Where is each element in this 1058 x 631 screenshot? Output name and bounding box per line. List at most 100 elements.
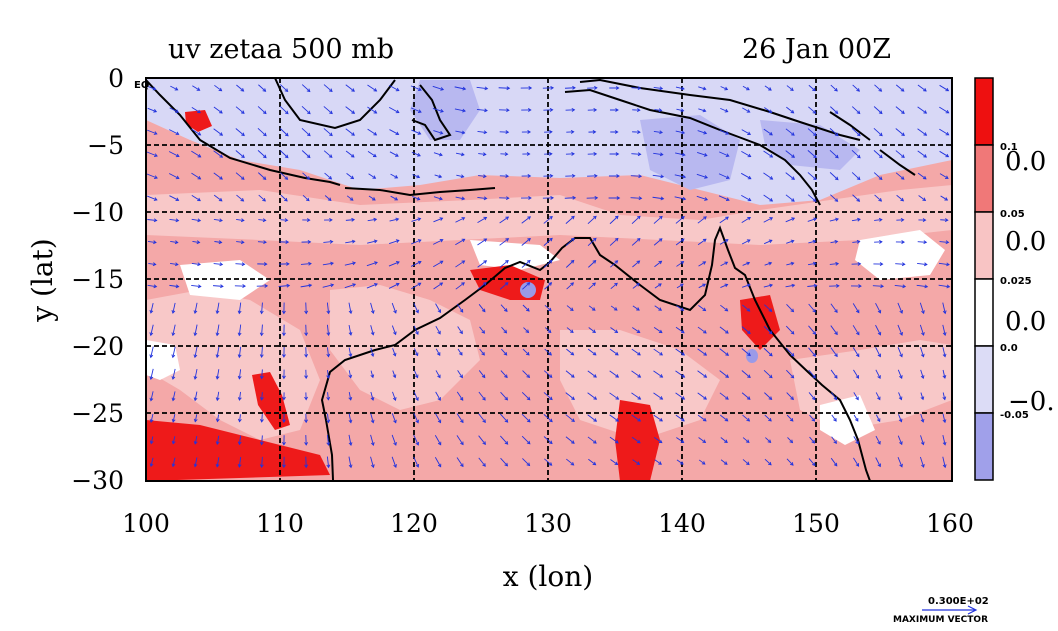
wind-vector-head	[725, 396, 729, 400]
wind-vector-head	[215, 463, 220, 468]
wind-vector-head	[855, 463, 860, 467]
wind-vector-head	[615, 439, 619, 444]
wind-vector	[942, 413, 946, 423]
wind-vector	[920, 347, 924, 357]
wind-vector-head	[348, 442, 353, 446]
wind-vector-head	[876, 418, 881, 423]
wind-vector-head	[241, 262, 246, 267]
wind-vector	[367, 218, 377, 222]
wind-vector	[830, 303, 838, 313]
wind-vector-head	[460, 152, 465, 157]
wind-vector-head	[174, 87, 179, 91]
wind-vector	[564, 87, 576, 89]
wind-vector-head	[197, 284, 202, 289]
wind-vector-head	[681, 86, 685, 91]
wind-vector-head	[549, 215, 553, 220]
wind-vector-head	[614, 329, 619, 333]
wind-vector-head	[637, 374, 642, 378]
wind-vector	[238, 369, 242, 379]
wind-vector	[172, 436, 176, 444]
wind-vector-head	[330, 283, 335, 288]
wind-vector-head	[241, 154, 245, 159]
wind-vector-head	[193, 310, 198, 315]
wind-vector-head	[153, 240, 157, 245]
wind-vector-head	[352, 261, 356, 266]
wind-vector-head	[218, 240, 223, 245]
wind-vector-head	[284, 176, 289, 180]
wind-vector-head	[193, 332, 198, 337]
wind-vector-head	[594, 173, 598, 178]
wind-vector-head	[504, 282, 509, 286]
wind-vector-head	[571, 107, 576, 112]
wind-vector	[763, 347, 773, 357]
wind-vector	[236, 219, 244, 221]
colorbar-swatch	[974, 412, 994, 481]
wind-vector	[412, 174, 420, 178]
wind-vector-head	[392, 374, 397, 379]
wind-vector-head	[527, 237, 531, 242]
wind-vector-head	[152, 262, 157, 267]
wind-vector-head	[373, 110, 378, 114]
wind-vector	[942, 456, 946, 468]
wind-vector	[917, 128, 927, 136]
wind-vector	[327, 370, 329, 378]
wind-vector-head	[527, 216, 531, 220]
wind-vector-head	[680, 108, 685, 113]
wind-vector-head	[592, 351, 597, 356]
wind-vector	[652, 174, 664, 178]
wind-vector	[499, 216, 509, 224]
wind-vector	[456, 435, 464, 445]
wind-vector	[898, 414, 902, 422]
wind-vector	[917, 263, 927, 265]
wind-vector	[808, 392, 816, 400]
wind-vector-head	[370, 464, 375, 469]
wind-vector	[872, 285, 884, 287]
wind-vector-head	[682, 196, 687, 201]
wind-vector-head	[746, 239, 751, 243]
wind-vector	[261, 456, 263, 468]
wind-vector	[370, 434, 374, 446]
wind-vector	[169, 284, 179, 288]
wind-vector	[720, 284, 728, 288]
wind-vector	[456, 413, 464, 423]
wind-vector	[326, 456, 330, 468]
wind-vector	[653, 238, 663, 246]
title-left: uv zetaa 500 mb	[168, 34, 394, 65]
wind-vector-head	[282, 441, 286, 446]
wind-vector	[741, 194, 751, 202]
wind-vector-head	[680, 307, 685, 311]
wind-vector	[348, 370, 352, 378]
wind-vector	[499, 260, 509, 268]
wind-vector	[675, 216, 685, 224]
wind-vector-head	[484, 108, 488, 113]
wind-vector-head	[680, 238, 685, 242]
wind-vector-head	[370, 442, 375, 446]
wind-vector	[763, 326, 773, 334]
colorbar-swatch	[974, 345, 994, 414]
wind-vector-head	[570, 461, 575, 466]
wind-vector-head	[703, 396, 708, 400]
wind-vector	[236, 194, 244, 202]
wind-vector	[742, 437, 750, 443]
wind-vector-head	[836, 283, 840, 288]
wind-vector-head	[769, 283, 774, 288]
wind-vector-head	[725, 352, 730, 356]
wind-vector	[392, 370, 396, 378]
wind-vector-head	[259, 464, 264, 468]
vector-key: 0.300E+02 MAXIMUM VECTOR	[893, 596, 989, 625]
wind-vector-head	[415, 397, 419, 401]
wind-vector	[191, 285, 201, 287]
wind-vector	[390, 195, 398, 201]
wind-vector	[500, 304, 508, 312]
wind-vector-head	[395, 261, 400, 265]
wind-vector-head	[923, 154, 927, 158]
wind-vector-head	[880, 284, 885, 289]
wind-vector	[852, 194, 860, 202]
wind-vector-head	[548, 462, 553, 466]
wind-vector-head	[724, 108, 729, 113]
wind-vector	[543, 392, 553, 400]
wind-vector	[213, 263, 223, 265]
wind-vector	[478, 370, 486, 378]
wind-vector	[258, 84, 266, 92]
wind-vector-head	[614, 461, 619, 466]
